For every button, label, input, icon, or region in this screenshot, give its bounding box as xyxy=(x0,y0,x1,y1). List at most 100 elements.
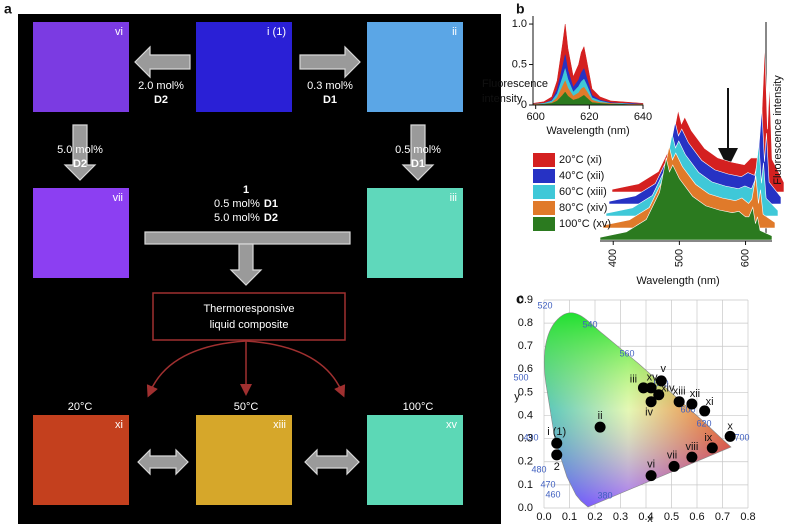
legend-label: 80°C (xiv) xyxy=(559,202,607,214)
panel-b: 600 620 640 0 0.5 1.0 Fluorescence intensity Wav… xyxy=(482,16,785,287)
dopant-name: D1 xyxy=(411,158,425,170)
sample-square xyxy=(33,415,129,505)
locus-label: 470 xyxy=(540,479,555,489)
x-tick-label: 0.7 xyxy=(715,511,730,523)
bar xyxy=(144,231,351,245)
x-tick-label: 0.6 xyxy=(689,511,704,523)
composition-line: 0.5 mol% D1 xyxy=(214,198,278,210)
chromaticity-locus xyxy=(543,312,732,508)
y-tick-label: 1.0 xyxy=(512,18,527,30)
legend-swatch xyxy=(533,217,555,231)
x-tick-label: 600 xyxy=(739,249,751,267)
y-tick-label: 0.8 xyxy=(518,317,533,329)
point-label: i (1) xyxy=(547,426,566,438)
box-text: liquid composite xyxy=(210,319,289,331)
temperature: 50°C xyxy=(234,401,259,413)
dopant-amount: 0.5 mol% xyxy=(395,144,441,156)
x-tick-label: 0.0 xyxy=(536,511,551,523)
x-tick-label: 0.3 xyxy=(613,511,628,523)
data-point xyxy=(724,430,736,442)
data-point xyxy=(594,421,606,433)
point-label: 2 xyxy=(554,461,560,473)
box xyxy=(152,292,346,341)
arrow xyxy=(299,45,361,79)
legend-label: 100°C (xv) xyxy=(559,218,611,230)
x-tick-label: 0.2 xyxy=(587,511,602,523)
y-tick-label: 0 xyxy=(521,99,527,111)
compound: 1 xyxy=(243,184,249,196)
legend-swatch xyxy=(533,153,555,167)
amount: 5.0 mol% xyxy=(214,212,260,224)
sample-square xyxy=(196,415,292,505)
sample-label: vi xyxy=(115,26,123,38)
x-axis-label: x xyxy=(647,513,653,525)
point-label: xiii xyxy=(673,386,686,398)
arrow xyxy=(63,124,97,181)
arrow xyxy=(229,243,263,286)
point-label: ix xyxy=(704,432,712,444)
point-label: xii xyxy=(690,388,700,400)
point-label: x xyxy=(727,420,733,432)
y-tick-label: 0.9 xyxy=(518,294,533,306)
point-label: vi xyxy=(647,459,655,471)
dopant-name: D2 xyxy=(154,94,168,106)
arrow xyxy=(134,45,191,79)
locus-label: 380 xyxy=(597,490,612,500)
data-point xyxy=(637,382,649,394)
panel-label: c xyxy=(516,291,524,307)
legend-label: 20°C (xi) xyxy=(559,154,602,166)
panel-a: vi i (1) ii vii iii xi xiii xv 2.0 mol% D2 0.3 mol… xyxy=(33,22,463,505)
locus-label: 490 xyxy=(523,432,538,442)
temperature: 20°C xyxy=(68,401,93,413)
data-point xyxy=(551,449,563,461)
y-tick-label: 0.0 xyxy=(518,502,533,514)
arrow xyxy=(401,124,435,181)
y-axis-label: y xyxy=(514,391,520,403)
dopant-name: D2 xyxy=(73,158,87,170)
y-tick-label: 0.3 xyxy=(518,433,533,445)
sample-label: iii xyxy=(450,192,457,204)
locus-label: 560 xyxy=(619,348,634,358)
y-axis-label: Fluorescence xyxy=(482,78,548,90)
spectrum-area xyxy=(605,134,779,217)
sample-square xyxy=(367,188,463,278)
y-tick-label: 0.6 xyxy=(518,363,533,375)
panel-label: a xyxy=(4,1,12,17)
y-tick-label: 0.5 xyxy=(512,58,527,70)
amount: 0.5 mol% xyxy=(214,198,260,210)
sample-square xyxy=(367,415,463,505)
dopant-amount: 2.0 mol% xyxy=(138,80,184,92)
data-point xyxy=(673,396,685,408)
data-point xyxy=(699,405,711,417)
data-point xyxy=(686,398,698,410)
locus-label: 520 xyxy=(537,300,552,310)
x-tick-label: 400 xyxy=(607,249,619,267)
legend-swatch xyxy=(533,185,555,199)
y-axis-label: intensity xyxy=(482,93,523,105)
locus-label: 480 xyxy=(531,464,546,474)
dopant-amount: 0.3 mol% xyxy=(307,80,353,92)
data-point xyxy=(551,437,563,449)
data-point xyxy=(655,375,667,387)
box-text: Thermoresponsive xyxy=(203,303,294,315)
legend-swatch xyxy=(533,201,555,215)
sample-label: xiii xyxy=(273,419,286,431)
x-tick-label: 0.1 xyxy=(562,511,577,523)
legend-label: 60°C (xiii) xyxy=(559,186,607,198)
temperature: 100°C xyxy=(403,401,434,413)
point-label: iii xyxy=(630,374,637,386)
dopant: D2 xyxy=(264,212,278,224)
spectrum-area xyxy=(532,91,643,106)
point-label: vii xyxy=(667,449,677,461)
data-point xyxy=(645,382,657,394)
panel-label: b xyxy=(516,1,525,17)
locus-label: 620 xyxy=(696,418,711,428)
dopant-amount: 5.0 mol% xyxy=(57,144,103,156)
sample-square xyxy=(196,22,292,112)
sample-square xyxy=(33,22,129,112)
y-tick-label: 0.7 xyxy=(518,340,533,352)
sample-label: vii xyxy=(113,192,123,204)
y-tick-label: 0.5 xyxy=(518,386,533,398)
point-label: v xyxy=(661,363,667,375)
